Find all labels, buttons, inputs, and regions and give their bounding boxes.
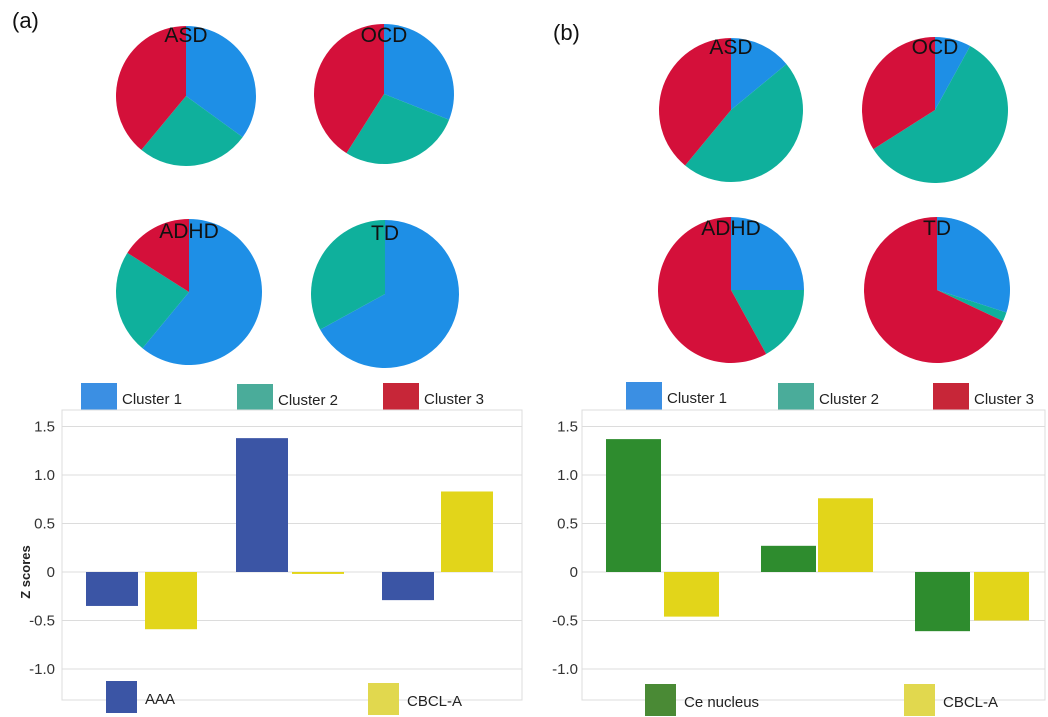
y-tick-label: 0.5 — [34, 516, 55, 533]
bar-cbcl-a-2 — [292, 572, 344, 574]
legend-swatch-cluster-3 — [383, 383, 419, 411]
pie-ocd — [862, 37, 1008, 183]
panel-b-label: (b) — [553, 20, 580, 45]
pie-slice-cluster-1 — [937, 217, 1010, 313]
pie-slice-cluster-2 — [141, 96, 243, 166]
pie-title: OCD — [361, 24, 408, 47]
pie-slice-cluster-1 — [384, 24, 454, 120]
legend-swatch-cbcl-a — [368, 683, 399, 715]
legend-label-aaa: AAA — [145, 691, 175, 708]
pie-slice-cluster-2 — [116, 252, 189, 349]
pie-title: TD — [371, 222, 399, 245]
legend-label-ce-nucleus: Ce nucleus — [684, 694, 759, 711]
pie-slice-cluster-3 — [862, 37, 935, 150]
legend-label-cluster-3: Cluster 3 — [424, 391, 484, 408]
legend-swatch-cluster-1 — [626, 382, 662, 410]
legend-swatch-ce-nucleus — [645, 684, 676, 716]
pie-slice-cluster-3 — [116, 25, 186, 150]
pie-slice-cluster-1 — [186, 26, 257, 138]
pie-asd — [116, 25, 257, 166]
pie-title: TD — [923, 217, 951, 240]
legend-label-cluster-2: Cluster 2 — [278, 392, 338, 409]
bar-cbcl-a-3 — [974, 572, 1029, 621]
y-tick-label: -0.5 — [552, 613, 578, 630]
pie-asd — [659, 38, 803, 182]
legend-label-cluster-3: Cluster 3 — [974, 391, 1034, 408]
pie-slice-cluster-1 — [935, 37, 971, 110]
bar-aaa-2 — [236, 438, 288, 572]
bar-aaa-1 — [86, 572, 138, 606]
pie-slice-cluster-2 — [346, 94, 450, 164]
pie-slice-cluster-2 — [685, 64, 803, 182]
y-tick-label: 1.0 — [557, 467, 578, 484]
pie-slice-cluster-1 — [731, 38, 787, 110]
y-tick-label: 1.5 — [34, 419, 55, 436]
pie-slice-cluster-2 — [311, 220, 385, 330]
y-tick-label: -1.0 — [29, 661, 55, 678]
y-tick-label: 0 — [570, 564, 578, 581]
legend-swatch-cluster-2 — [778, 383, 814, 411]
legend-label-cluster-1: Cluster 1 — [667, 390, 727, 407]
pie-slice-cluster-3 — [863, 217, 1004, 363]
bar-cbcl-a-2 — [818, 498, 873, 572]
legend-label-cluster-1: Cluster 1 — [122, 391, 182, 408]
bar-ce-nucleus-2 — [761, 545, 816, 572]
pie-title: ASD — [709, 36, 752, 59]
pie-td — [311, 220, 460, 369]
pie-title: ADHD — [159, 220, 219, 243]
pie-ocd — [314, 24, 454, 164]
pie-slice-cluster-3 — [314, 24, 384, 154]
bar-cbcl-a-1 — [664, 572, 719, 617]
y-tick-label: -1.0 — [552, 661, 578, 678]
pie-slice-cluster-2 — [873, 46, 1008, 183]
pie-slice-cluster-3 — [127, 219, 189, 292]
bar-ce-nucleus-1 — [606, 439, 661, 572]
y-axis-label: Z scores — [18, 545, 33, 598]
legend-swatch-aaa — [106, 681, 137, 713]
y-tick-label: 0 — [47, 564, 55, 581]
pie-slice-cluster-1 — [142, 219, 263, 365]
pie-td — [863, 217, 1010, 363]
bar-ce-nucleus-3 — [915, 572, 970, 632]
legend-swatch-cluster-1 — [81, 383, 117, 411]
y-tick-label: 1.0 — [34, 467, 55, 484]
legend-swatch-cluster-2 — [237, 384, 273, 412]
legend-label-cluster-2: Cluster 2 — [819, 391, 879, 408]
pie-slice-cluster-3 — [658, 217, 767, 364]
bar-cbcl-a-3 — [441, 491, 493, 572]
pie-slice-cluster-2 — [937, 290, 1007, 322]
pie-adhd — [116, 219, 263, 365]
pie-title: ADHD — [701, 217, 761, 240]
pie-adhd — [658, 217, 804, 364]
pie-slice-cluster-3 — [659, 38, 731, 166]
y-tick-label: 1.5 — [557, 419, 578, 436]
y-tick-label: 0.5 — [557, 516, 578, 533]
y-tick-label: -0.5 — [29, 613, 55, 630]
legend-label-cbcl-a: CBCL-A — [943, 694, 998, 711]
pie-slice-cluster-1 — [731, 217, 804, 290]
bar-cbcl-a-1 — [145, 572, 197, 630]
pie-title: ASD — [164, 24, 207, 47]
pie-title: OCD — [912, 36, 959, 59]
bar-aaa-3 — [382, 572, 434, 601]
legend-swatch-cluster-3 — [933, 383, 969, 411]
pie-slice-cluster-1 — [320, 220, 460, 369]
panel-a-label: (a) — [12, 8, 39, 33]
legend-swatch-cbcl-a — [904, 684, 935, 716]
legend-label-cbcl-a: CBCL-A — [407, 693, 462, 710]
pie-slice-cluster-2 — [731, 290, 804, 354]
